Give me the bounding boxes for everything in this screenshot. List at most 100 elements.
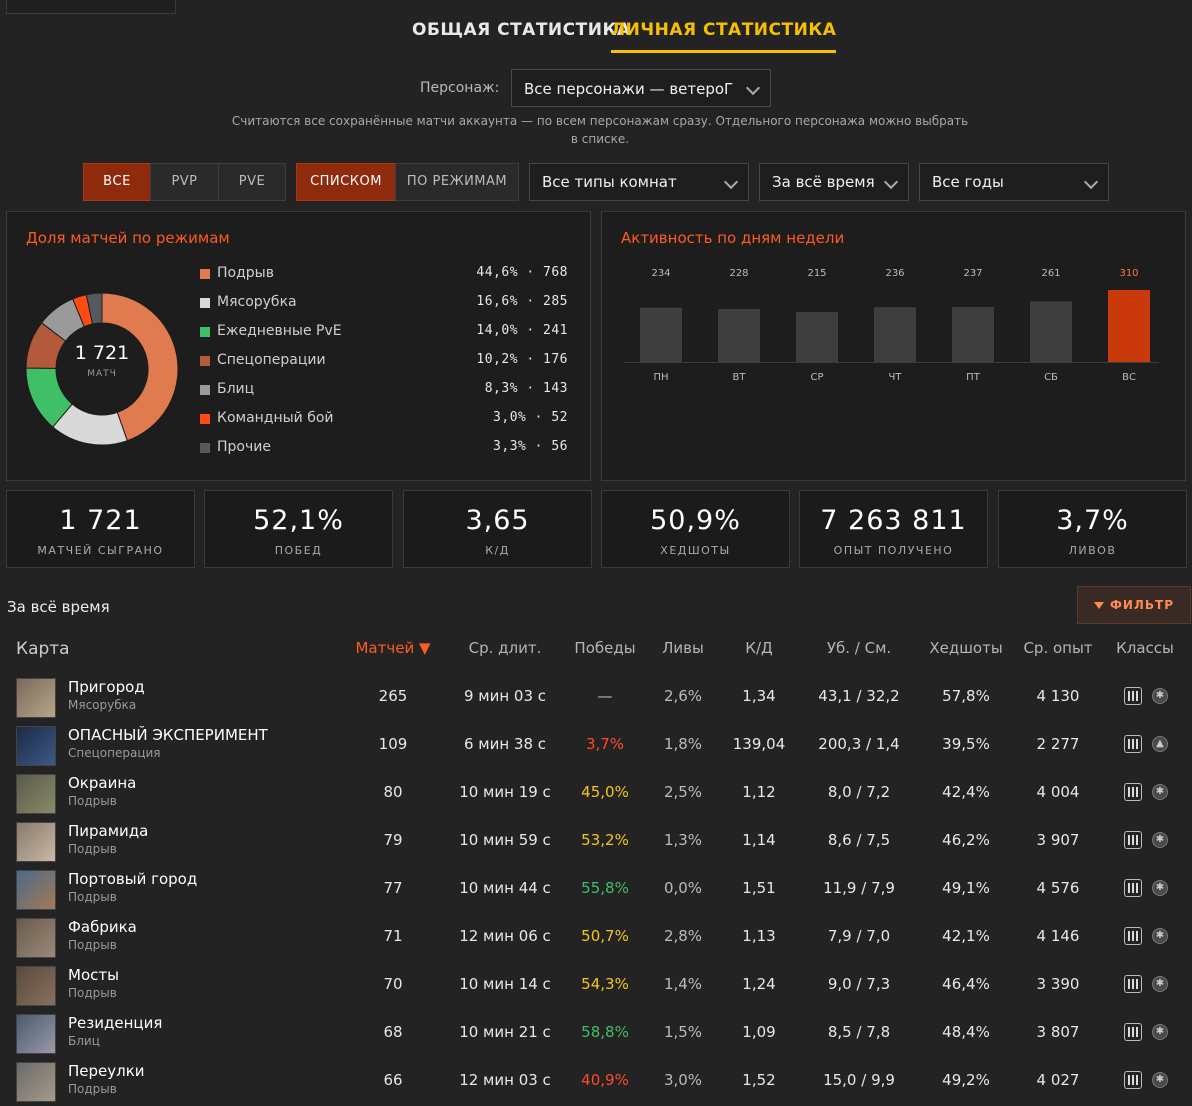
matches-cell: 265	[378, 687, 408, 705]
class-rifleman-icon	[1124, 735, 1142, 753]
map-name[interactable]: Пригород	[68, 678, 145, 696]
avg-xp-cell: 4 146	[1036, 927, 1080, 945]
map-name[interactable]: Переулки	[68, 1062, 145, 1080]
bar-category-label: ПН	[653, 372, 668, 383]
top-left-stub	[6, 0, 176, 14]
bar-category-label: ПТ	[966, 372, 981, 383]
avg-xp-cell: 4 576	[1036, 879, 1080, 897]
character-select[interactable]: Все персонажи — ветероГ	[511, 69, 771, 107]
legend-swatch	[200, 356, 210, 366]
avg-xp-cell: 4 130	[1036, 687, 1080, 705]
column-header[interactable]: Победы	[574, 639, 636, 657]
column-header[interactable]: Уб. / См.	[826, 639, 892, 657]
class-medic-icon: ✱	[1152, 976, 1168, 992]
mode-tab-all[interactable]: ВСЕ	[83, 163, 151, 201]
mode-tab-pve[interactable]: PVE	[218, 163, 286, 201]
map-name[interactable]: Пирамида	[68, 822, 149, 840]
table-period-title: За всё время	[7, 598, 110, 616]
map-name[interactable]: Мосты	[68, 966, 119, 984]
legend-swatch	[200, 327, 210, 337]
stat-label: ОПЫТ ПОЛУЧЕНО	[833, 544, 954, 557]
table-row[interactable]: Переулки Подрыв 66 12 мин 03 с 40,9% 3,0% 1,52…	[0, 1058, 1192, 1106]
map-thumbnail	[16, 1062, 56, 1102]
table-row[interactable]: ОПАСНЫЙ ЭКСПЕРИМЕНТ Спецоперация 109 6 мин …	[0, 722, 1192, 770]
tab-personal-stats[interactable]: ЛИЧНАЯ СТАТИСТИКА	[611, 20, 837, 53]
modes-panel: Доля матчей по режимам 1 721 матч Подрыв…	[6, 211, 591, 481]
column-header[interactable]: К/Д	[745, 639, 773, 657]
period-select[interactable]: За всё время	[759, 163, 909, 201]
class-medic-icon: ✱	[1152, 880, 1168, 896]
table-row[interactable]: Пирамида Подрыв 79 10 мин 59 с 53,2% 1,3% 1,14…	[0, 818, 1192, 866]
filter-button[interactable]: ФИЛЬТР	[1077, 586, 1191, 624]
wins-cell: 58,8%	[581, 1023, 629, 1041]
period-value: За всё время	[772, 173, 875, 191]
filter-bar: ВСЕ PVP PVE СПИСКОМ ПО РЕЖИМАМ Все типы …	[0, 163, 1192, 201]
matches-cell: 70	[383, 975, 403, 993]
legend-name: Спецоперации	[217, 352, 326, 368]
column-header[interactable]: Матчей ▼	[355, 639, 431, 657]
bar-value-label: 236	[885, 268, 904, 279]
avg-duration-cell: 10 мин 59 с	[459, 831, 551, 849]
kd-cell: 1,09	[742, 1023, 776, 1041]
room-type-select[interactable]: Все типы комнат	[529, 163, 749, 201]
table-row[interactable]: Окраина Подрыв 80 10 мин 19 с 45,0% 2,5% 1,12 8…	[0, 770, 1192, 818]
kills-deaths-cell: 43,1 / 32,2	[818, 687, 900, 705]
stat-label: ПОБЕД	[274, 544, 323, 557]
avg-xp-cell: 4 004	[1036, 783, 1080, 801]
avg-duration-cell: 10 мин 21 с	[459, 1023, 551, 1041]
wins-cell: 53,2%	[581, 831, 629, 849]
legend-item: Ежедневные PvE 14,0% · 241	[200, 322, 580, 342]
map-name[interactable]: Резиденция	[68, 1014, 163, 1032]
donut-total-label: матч	[87, 369, 117, 379]
stat-value: 52,1%	[253, 505, 344, 536]
map-name[interactable]: Фабрика	[68, 918, 137, 936]
legend-value: 8,3% · 143	[484, 381, 568, 396]
stat-label: ЛИВОВ	[1068, 544, 1117, 557]
bar-ПТ	[952, 306, 994, 362]
headshots-cell: 48,4%	[942, 1023, 990, 1041]
column-header[interactable]: Ливы	[662, 639, 704, 657]
mode-tab-pvp[interactable]: PVP	[150, 163, 219, 201]
map-thumbnail	[16, 918, 56, 958]
kills-deaths-cell: 11,9 / 7,9	[823, 879, 895, 897]
map-mode: Подрыв	[68, 842, 117, 856]
weekday-panel: Активность по дням недели 234 ПН 228 ВТ 215 С…	[601, 211, 1186, 481]
map-thumbnail	[16, 966, 56, 1006]
bar-value-label: 261	[1041, 268, 1060, 279]
kd-cell: 1,13	[742, 927, 776, 945]
view-tab-list[interactable]: СПИСКОМ	[296, 163, 396, 201]
years-select[interactable]: Все годы	[919, 163, 1109, 201]
column-header-map[interactable]: Карта	[16, 639, 70, 659]
table-row[interactable]: Мосты Подрыв 70 10 мин 14 с 54,3% 1,4% 1,24 9,0…	[0, 962, 1192, 1010]
map-name[interactable]: ОПАСНЫЙ ЭКСПЕРИМЕНТ	[68, 726, 268, 744]
character-label: Персонаж:	[420, 80, 500, 96]
stat-card: 7 263 811 ОПЫТ ПОЛУЧЕНО	[799, 490, 988, 568]
headshots-cell: 49,2%	[942, 1071, 990, 1089]
column-header[interactable]: Ср. опыт	[1023, 639, 1093, 657]
kills-deaths-cell: 8,0 / 7,2	[827, 783, 891, 801]
tab-general-stats[interactable]: ОБЩАЯ СТАТИСТИКА	[412, 20, 631, 40]
table-row[interactable]: Фабрика Подрыв 71 12 мин 06 с 50,7% 2,8% 1,13 7…	[0, 914, 1192, 962]
column-header[interactable]: Классы	[1116, 639, 1174, 657]
column-header[interactable]: Хедшоты	[929, 639, 1003, 657]
kills-deaths-cell: 7,9 / 7,0	[827, 927, 891, 945]
map-name[interactable]: Окраина	[68, 774, 137, 792]
legend-value: 14,0% · 241	[476, 323, 568, 338]
column-header[interactable]: Ср. длит.	[468, 639, 542, 657]
table-row[interactable]: Пригород Мясорубка 265 9 мин 03 с — 2,6% 1,34 4…	[0, 674, 1192, 722]
view-tab-by-mode[interactable]: ПО РЕЖИМАМ	[395, 163, 519, 201]
chevron-down-icon	[1083, 174, 1099, 190]
map-name[interactable]: Портовый город	[68, 870, 198, 888]
chevron-down-icon	[745, 80, 761, 96]
table-row[interactable]: Резиденция Блиц 68 10 мин 21 с 58,8% 1,5% 1,09…	[0, 1010, 1192, 1058]
legend-item: Подрыв 44,6% · 768	[200, 264, 580, 284]
chevron-down-icon	[723, 174, 739, 190]
table-row[interactable]: Портовый город Подрыв 77 10 мин 44 с 55,8% 0,…	[0, 866, 1192, 914]
stat-card: 1 721 МАТЧЕЙ СЫГРАНО	[6, 490, 195, 568]
matches-cell: 66	[383, 1071, 403, 1089]
matches-cell: 79	[383, 831, 403, 849]
leaves-cell: 1,4%	[663, 975, 703, 993]
matches-cell: 68	[383, 1023, 403, 1041]
map-mode: Мясорубка	[68, 698, 137, 712]
legend-name: Подрыв	[217, 265, 274, 281]
